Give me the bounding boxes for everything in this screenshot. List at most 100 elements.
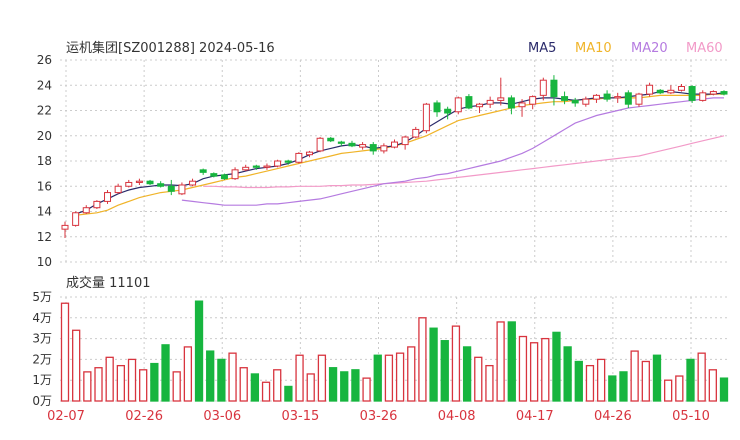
candle-body (444, 108, 452, 114)
candle-body (114, 185, 122, 194)
volume-bar (83, 371, 92, 402)
volume-bar (239, 367, 248, 402)
candle-body (656, 89, 664, 94)
candle-body (561, 96, 569, 101)
date-tick-label: 03-06 (203, 409, 241, 424)
volume-bar (630, 350, 639, 402)
volume-bar (261, 381, 271, 402)
candle-body (529, 96, 537, 105)
volume-bar (328, 367, 338, 402)
volume-tick-label: 4万 (32, 311, 52, 325)
price-tick-label: 20 (37, 129, 52, 143)
ma20-line (181, 97, 724, 206)
candle-body (327, 137, 335, 142)
candle-body (571, 99, 579, 104)
legend-item: MA60 (686, 41, 723, 56)
candle-body (284, 160, 292, 163)
ma60-line (203, 135, 725, 189)
volume-bar (317, 354, 327, 402)
volume-bar (474, 356, 483, 402)
candle-body (199, 169, 207, 173)
candle-body (667, 89, 675, 94)
volume-bar (105, 356, 114, 402)
volume-bar (641, 360, 650, 402)
volume-bar (362, 377, 371, 402)
volume-bar (529, 342, 539, 402)
price-tick-label: 10 (37, 255, 52, 269)
candle-body (603, 93, 611, 100)
volume-bar (697, 352, 706, 402)
volume-bar (585, 364, 595, 402)
volume-label: 成交量 11101 (66, 275, 151, 291)
volume-bar (183, 346, 193, 402)
date-axis: 02-07 02-26 03-06 03-15 03-26 04-08 04-17 04-26… (47, 409, 710, 424)
candle-body (125, 181, 133, 187)
candle-body (699, 92, 707, 101)
volume-bar (541, 337, 550, 402)
candle-body (242, 166, 250, 171)
candle-body (104, 192, 112, 202)
candle-body (295, 152, 303, 163)
volume-tick-label: 0万 (32, 394, 52, 408)
volume-bar (340, 371, 349, 402)
volume-bar (574, 360, 583, 402)
candle-body (550, 79, 558, 98)
ma10-line (75, 93, 724, 216)
legend-item: MA5 (528, 41, 556, 56)
date-tick-label: 04-17 (516, 409, 554, 424)
date-tick-label: 05-10 (672, 409, 710, 424)
volume-bar (127, 358, 137, 402)
volume-bar (60, 302, 70, 402)
volume-bar (708, 369, 717, 402)
volume-bar (552, 331, 561, 402)
candle-body (709, 91, 717, 95)
candle-body (316, 137, 324, 152)
volume-bar (295, 354, 304, 402)
date-tick-label: 04-26 (594, 409, 632, 424)
candle-body (369, 144, 377, 152)
volume-bar (373, 354, 382, 402)
volume-bar (664, 379, 673, 402)
date-tick-label: 04-08 (438, 409, 476, 424)
volume-bar (429, 327, 438, 402)
candle-body (305, 151, 313, 156)
candle-body (688, 86, 696, 101)
candle-body (82, 207, 90, 214)
candle-body (422, 103, 430, 132)
candle-body (178, 184, 186, 195)
volume-bar (161, 344, 170, 402)
volume-bar (250, 373, 260, 402)
volume-bar (194, 300, 204, 402)
volume-bar (719, 377, 729, 402)
volume-bar (619, 371, 628, 402)
volume-bar (395, 352, 405, 402)
candle-body (433, 102, 441, 113)
candle-body (518, 102, 526, 108)
candle-body (476, 103, 484, 108)
volume-tick-label: 1万 (32, 373, 52, 387)
volume-tick-label: 5万 (32, 290, 52, 304)
legend-item: MA10 (575, 41, 612, 56)
volume-bar (596, 358, 606, 402)
volume-bar (273, 369, 282, 402)
candle-body (93, 200, 101, 209)
ma5-line (75, 90, 725, 215)
price-tick-label: 24 (37, 78, 52, 92)
price-tick-label: 14 (37, 205, 52, 219)
candle-body (189, 180, 197, 186)
candle-body (359, 144, 367, 148)
volume-bar (228, 352, 237, 402)
volume-bars (60, 300, 729, 402)
legend: MA5 MA10 MA20 MA60 (528, 41, 723, 56)
price-tick-label: 16 (37, 179, 52, 193)
candle-body (263, 165, 271, 168)
candle-body (231, 169, 239, 180)
volume-bar (206, 350, 215, 402)
volume-bar (94, 367, 103, 402)
candle-body (135, 180, 143, 183)
price-tick-label: 18 (37, 154, 52, 168)
candle-body (146, 180, 154, 185)
price-axis: 26 24 22 20 18 16 14 12 10 (37, 53, 52, 269)
volume-bar (652, 354, 662, 402)
